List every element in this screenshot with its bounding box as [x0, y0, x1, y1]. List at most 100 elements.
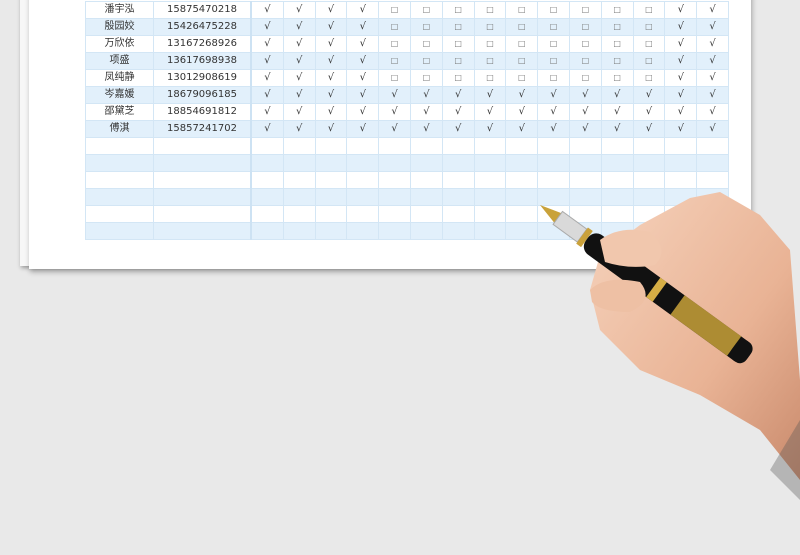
check-cell[interactable]: √	[696, 18, 729, 36]
check-cell[interactable]: □	[409, 18, 443, 36]
check-cell[interactable]: □	[632, 1, 666, 19]
check-cell[interactable]	[409, 137, 443, 155]
check-cell[interactable]: √	[409, 103, 443, 121]
check-cell[interactable]: √	[696, 35, 729, 53]
check-cell[interactable]	[250, 154, 284, 172]
check-cell[interactable]: √	[314, 35, 348, 53]
check-cell[interactable]	[600, 171, 634, 189]
check-cell[interactable]	[346, 205, 380, 223]
check-cell[interactable]: □	[568, 52, 602, 70]
check-cell[interactable]: √	[250, 18, 284, 36]
check-cell[interactable]: √	[346, 35, 380, 53]
check-cell[interactable]	[505, 188, 539, 206]
check-cell[interactable]: √	[696, 69, 729, 87]
check-cell[interactable]: □	[632, 69, 666, 87]
name-cell[interactable]	[85, 188, 154, 206]
check-cell[interactable]	[600, 205, 634, 223]
check-cell[interactable]: √	[282, 35, 316, 53]
check-cell[interactable]	[282, 222, 316, 240]
phone-cell[interactable]	[153, 154, 252, 172]
check-cell[interactable]: √	[314, 103, 348, 121]
check-cell[interactable]: □	[378, 35, 411, 53]
check-cell[interactable]: □	[378, 69, 411, 87]
check-cell[interactable]	[409, 171, 443, 189]
check-cell[interactable]: √	[282, 1, 316, 19]
check-cell[interactable]: √	[346, 103, 380, 121]
check-cell[interactable]: □	[441, 69, 475, 87]
check-cell[interactable]	[537, 171, 570, 189]
check-cell[interactable]	[282, 188, 316, 206]
check-cell[interactable]: √	[314, 120, 348, 138]
check-cell[interactable]: □	[632, 52, 666, 70]
name-cell[interactable]	[85, 154, 154, 172]
check-cell[interactable]	[409, 188, 443, 206]
check-cell[interactable]: □	[441, 35, 475, 53]
check-cell[interactable]	[505, 222, 539, 240]
check-cell[interactable]: □	[600, 1, 634, 19]
check-cell[interactable]: √	[441, 120, 475, 138]
phone-cell[interactable]	[153, 188, 252, 206]
check-cell[interactable]	[378, 222, 411, 240]
check-cell[interactable]	[250, 137, 284, 155]
check-cell[interactable]	[505, 171, 539, 189]
check-cell[interactable]: √	[664, 86, 698, 104]
check-cell[interactable]: √	[441, 86, 475, 104]
check-cell[interactable]	[378, 171, 411, 189]
check-cell[interactable]: □	[632, 35, 666, 53]
check-cell[interactable]	[441, 222, 475, 240]
check-cell[interactable]: □	[441, 18, 475, 36]
check-cell[interactable]: √	[282, 120, 316, 138]
check-cell[interactable]	[473, 154, 507, 172]
check-cell[interactable]: □	[537, 69, 570, 87]
check-cell[interactable]: √	[346, 52, 380, 70]
check-cell[interactable]: √	[696, 103, 729, 121]
name-cell[interactable]	[85, 171, 154, 189]
check-cell[interactable]: □	[378, 1, 411, 19]
check-cell[interactable]: √	[346, 120, 380, 138]
check-cell[interactable]: √	[473, 120, 507, 138]
check-cell[interactable]: √	[473, 86, 507, 104]
check-cell[interactable]: □	[600, 52, 634, 70]
check-cell[interactable]: □	[473, 69, 507, 87]
check-cell[interactable]	[282, 154, 316, 172]
check-cell[interactable]: √	[409, 86, 443, 104]
check-cell[interactable]: □	[600, 69, 634, 87]
check-cell[interactable]: √	[250, 120, 284, 138]
check-cell[interactable]: √	[282, 86, 316, 104]
check-cell[interactable]: √	[250, 1, 284, 19]
check-cell[interactable]	[473, 171, 507, 189]
check-cell[interactable]: √	[282, 52, 316, 70]
check-cell[interactable]	[346, 154, 380, 172]
check-cell[interactable]	[473, 205, 507, 223]
check-cell[interactable]	[346, 222, 380, 240]
name-cell[interactable]	[85, 222, 154, 240]
check-cell[interactable]	[441, 154, 475, 172]
check-cell[interactable]	[505, 205, 539, 223]
check-cell[interactable]: □	[473, 1, 507, 19]
check-cell[interactable]	[250, 222, 284, 240]
check-cell[interactable]	[282, 171, 316, 189]
check-cell[interactable]: √	[696, 1, 729, 19]
check-cell[interactable]: √	[696, 120, 729, 138]
check-cell[interactable]	[632, 188, 666, 206]
check-cell[interactable]: √	[250, 103, 284, 121]
check-cell[interactable]	[537, 137, 570, 155]
check-cell[interactable]: √	[600, 86, 634, 104]
check-cell[interactable]: □	[473, 52, 507, 70]
check-cell[interactable]: □	[441, 52, 475, 70]
check-cell[interactable]: □	[537, 35, 570, 53]
phone-cell[interactable]	[153, 171, 252, 189]
check-cell[interactable]: √	[282, 69, 316, 87]
check-cell[interactable]: □	[409, 1, 443, 19]
check-cell[interactable]	[282, 205, 316, 223]
check-cell[interactable]: √	[250, 35, 284, 53]
check-cell[interactable]	[473, 222, 507, 240]
check-cell[interactable]	[250, 188, 284, 206]
check-cell[interactable]	[282, 137, 316, 155]
check-cell[interactable]	[441, 205, 475, 223]
check-cell[interactable]: √	[250, 86, 284, 104]
check-cell[interactable]: √	[664, 52, 698, 70]
name-cell[interactable]	[85, 137, 154, 155]
check-cell[interactable]	[346, 188, 380, 206]
check-cell[interactable]	[505, 154, 539, 172]
